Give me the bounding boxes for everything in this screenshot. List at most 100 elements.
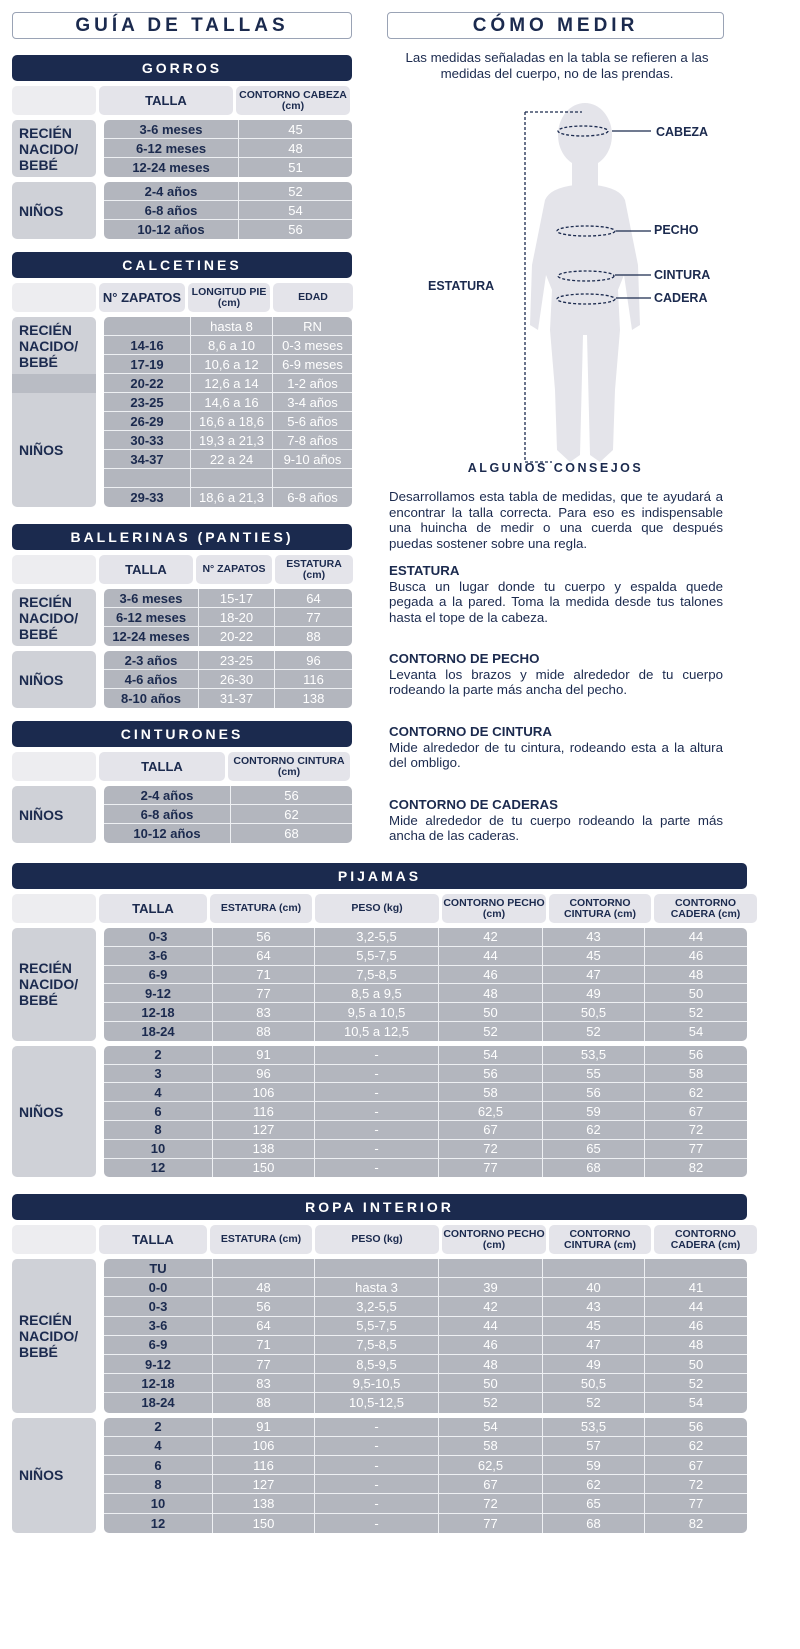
table-row: 17-19 10,6 a 12 6-9 meses [104, 355, 352, 374]
size-cell: 6-9 [148, 966, 168, 982]
value-cell: 88 [274, 627, 352, 646]
value-cell: 138 [212, 1494, 314, 1513]
table-row: 18-24 88 10,5 a 12,5 52 52 54 [104, 1021, 747, 1041]
value-cell: 58 [644, 1064, 747, 1083]
value-cell: 52 [438, 1021, 542, 1041]
size-cell: 8 [154, 1122, 162, 1138]
value-cell: 58 [438, 1436, 542, 1455]
value-cell: 72 [644, 1120, 747, 1139]
column-header [12, 555, 96, 584]
value-cell: 77 [274, 608, 352, 626]
group-label [12, 374, 96, 393]
value-cell: 62 [644, 1436, 747, 1455]
value-cell: 62 [644, 1083, 747, 1102]
size-cell: 10-12 años [137, 222, 205, 237]
value-cell: 6-9 meses [272, 355, 352, 373]
size-cell: 12-18 [141, 1004, 175, 1020]
value-cell: 72 [438, 1139, 542, 1158]
value-cell [542, 1259, 644, 1278]
header-row: TALLA CONTORNO CINTURA (cm) [12, 752, 352, 781]
tip-pecho: CONTORNO DE PECHO Levanta los brazos y mi… [389, 651, 723, 698]
group-label: RECIÉN NACIDO/ BEBÉ [12, 589, 96, 646]
value-cell: 26-30 [198, 670, 274, 688]
size-cell: TU [149, 1260, 167, 1276]
group-label: RECIÉN NACIDO/ BEBÉ [12, 1259, 96, 1413]
value-cell: 65 [542, 1139, 644, 1158]
size-cell: 4 [154, 1084, 162, 1100]
table-row: 2-4 años 52 [104, 182, 352, 201]
table-row: 29-33 18,6 a 21,3 6-8 años [104, 488, 352, 507]
column-header [12, 86, 96, 115]
value-cell: 77 [644, 1494, 747, 1513]
group-block: RECIÉN NACIDO/ BEBÉ 3-6 meses 45 6-12 meses… [12, 120, 352, 177]
hip-ring [556, 293, 616, 305]
table-row: 6 116-62,5 59 67 [104, 1455, 747, 1476]
table-row: TU [104, 1259, 747, 1279]
tip-title: ESTATURA [389, 563, 460, 578]
group-label-column: NIÑOS [12, 651, 96, 708]
value-cell: hasta 3 [314, 1278, 438, 1297]
value-cell: 0-3 meses [272, 336, 352, 354]
group-label-column: RECIÉN NACIDO/ BEBÉ NIÑOS [12, 317, 96, 507]
size-cell: 4-6 años [124, 671, 178, 687]
group-label-column: NIÑOS [12, 1045, 96, 1178]
group-label: RECIÉN NACIDO/ BEBÉ [12, 928, 96, 1041]
value-cell: 50 [438, 1374, 542, 1393]
table-row: 12-18 83 9,5 a 10,5 50 50,5 52 [104, 1003, 747, 1022]
value-cell: 71 [212, 965, 314, 984]
value-cell: 8,5-9,5 [314, 1354, 438, 1374]
column-header: PESO (kg) [315, 894, 439, 923]
table-row: 3-6 meses 45 [104, 120, 352, 139]
value-cell: 19,3 a 21,3 [190, 431, 272, 449]
size-cell: 29-33 [130, 490, 164, 505]
value-cell: 56 [542, 1083, 644, 1102]
column-header: TALLA [99, 1225, 207, 1254]
value-cell: - [314, 1102, 438, 1120]
size-cell: 0-3 [148, 929, 168, 945]
size-cell: 2-4 años [140, 787, 194, 803]
value-cell: 64 [212, 1316, 314, 1335]
value-cell: 50,5 [542, 1374, 644, 1393]
value-cell: 53,5 [542, 1417, 644, 1436]
size-cell: 10 [150, 1141, 166, 1157]
value-cell: 59 [542, 1455, 644, 1475]
table-row: 10-12 años 56 [104, 220, 352, 239]
size-cell: 23-25 [130, 394, 164, 410]
table-row: 3-6 64 5,5-7,5 44 45 46 [104, 1316, 747, 1336]
table-title: CINTURONES [12, 721, 352, 747]
value-cell: 31-37 [198, 689, 274, 708]
value-cell: 7-8 años [272, 431, 352, 449]
size-cell: 3 [154, 1065, 162, 1081]
chest-ring [556, 225, 616, 237]
value-cell: 10,5 a 12,5 [314, 1021, 438, 1041]
value-cell: 9,5-10,5 [314, 1374, 438, 1393]
column-header: ESTATURA (cm) [210, 1225, 312, 1254]
table-row: 23-25 14,6 a 16 3-4 años [104, 393, 352, 412]
column-header: PESO (kg) [315, 1225, 439, 1254]
value-cell: 57 [542, 1436, 644, 1455]
value-cell: 150 [212, 1513, 314, 1533]
value-cell: 22 a 24 [190, 450, 272, 468]
value-cell: 64 [274, 589, 352, 607]
group-body: hasta 8 RN 14-16 8,6 a 10 0-3 meses 17-19 10,6… [104, 317, 352, 507]
value-cell: 56 [212, 1297, 314, 1316]
table-title: ROPA INTERIOR [12, 1194, 747, 1220]
table-row: 0-3 56 3,2-5,5 42 43 44 [104, 1297, 747, 1317]
value-cell: 44 [644, 1297, 747, 1316]
column-header: TALLA [99, 86, 233, 115]
value-cell: 96 [274, 651, 352, 669]
how-to-measure-title: CÓMO MEDIR [387, 12, 724, 39]
group-block: RECIÉN NACIDO/ BEBÉ TU 0-0 48 hasta 3 39 40 41 0… [12, 1259, 747, 1413]
size-cell: 4 [154, 1438, 162, 1454]
value-cell: 46 [644, 946, 747, 965]
value-cell: 138 [212, 1139, 314, 1158]
value-cell: 72 [644, 1475, 747, 1494]
value-cell: 150 [212, 1158, 314, 1178]
value-cell: 9,5 a 10,5 [314, 1003, 438, 1021]
group-block: RECIÉN NACIDO/ BEBÉ NIÑOS hasta 8 RN 14-16 8,… [12, 317, 352, 507]
value-cell: 41 [644, 1278, 747, 1297]
table-gorros: GORROS TALLA CONTORNO CABEZA (cm) RECIÉN NA… [12, 55, 352, 239]
table-row: 9-12 77 8,5-9,5 48 49 50 [104, 1354, 747, 1375]
size-cell: 14-16 [130, 337, 164, 353]
value-cell: 71 [212, 1335, 314, 1354]
